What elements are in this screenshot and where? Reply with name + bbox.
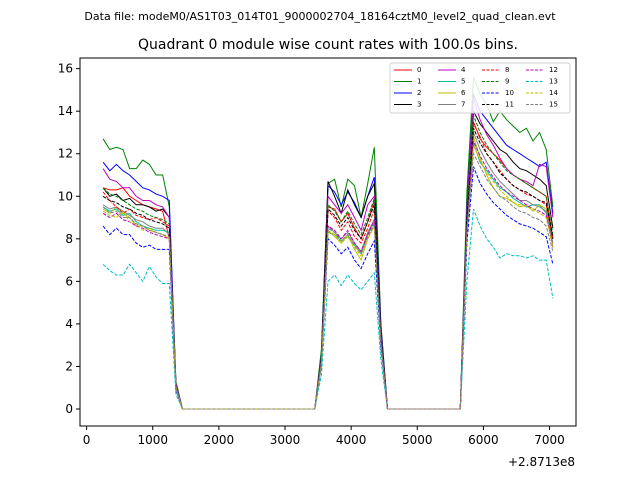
legend-label-12: 12 <box>549 66 558 74</box>
x-tick-label: 2000 <box>204 433 235 447</box>
legend-label-4: 4 <box>461 66 466 74</box>
legend-label-6: 6 <box>461 89 466 97</box>
plot-area <box>102 76 554 410</box>
x-tick-label: 7000 <box>534 433 565 447</box>
series-line-13 <box>102 208 554 410</box>
legend-label-2: 2 <box>417 89 421 97</box>
legend-label-15: 15 <box>549 101 558 109</box>
y-tick-label: 4 <box>65 317 73 331</box>
axes-frame <box>79 57 577 427</box>
y-tick-label: 12 <box>58 147 73 161</box>
x-tick-label: 6000 <box>468 433 499 447</box>
y-tick-label: 14 <box>58 104 73 118</box>
legend-label-10: 10 <box>505 89 514 97</box>
legend-label-7: 7 <box>461 101 465 109</box>
legend-label-8: 8 <box>505 66 509 74</box>
y-tick-label: 8 <box>65 232 73 246</box>
series-line-15 <box>102 151 554 410</box>
legend-label-1: 1 <box>417 78 421 86</box>
x-tick-label: 3000 <box>270 433 301 447</box>
y-tick-label: 6 <box>65 274 73 288</box>
legend-label-13: 13 <box>549 78 558 86</box>
legend-label-0: 0 <box>417 66 421 74</box>
suptitle: Data file: modeM0/AS1T03_014T01_90000027… <box>84 10 556 23</box>
legend-label-9: 9 <box>505 78 509 86</box>
legend-label-14: 14 <box>549 89 558 97</box>
legend-label-5: 5 <box>461 78 465 86</box>
y-tick-label: 10 <box>58 189 73 203</box>
x-tick-label: 5000 <box>402 433 433 447</box>
x-tick-label: 4000 <box>336 433 367 447</box>
axis-ticks: 0 1000 2000 3000 4000 5000 6000 700002468101214… <box>58 62 565 447</box>
legend-label-11: 11 <box>505 101 514 109</box>
x-offset-label: +2.8713e8 <box>508 455 575 469</box>
x-tick-label: 1000 <box>137 433 168 447</box>
y-tick-label: 16 <box>58 62 73 76</box>
y-tick-label: 0 <box>65 402 73 416</box>
legend-box <box>389 62 571 114</box>
chart-title: Quadrant 0 module wise count rates with … <box>138 37 518 53</box>
x-tick-label: 0 <box>83 433 91 447</box>
legend-label-3: 3 <box>417 101 421 109</box>
y-tick-label: 2 <box>65 359 73 373</box>
